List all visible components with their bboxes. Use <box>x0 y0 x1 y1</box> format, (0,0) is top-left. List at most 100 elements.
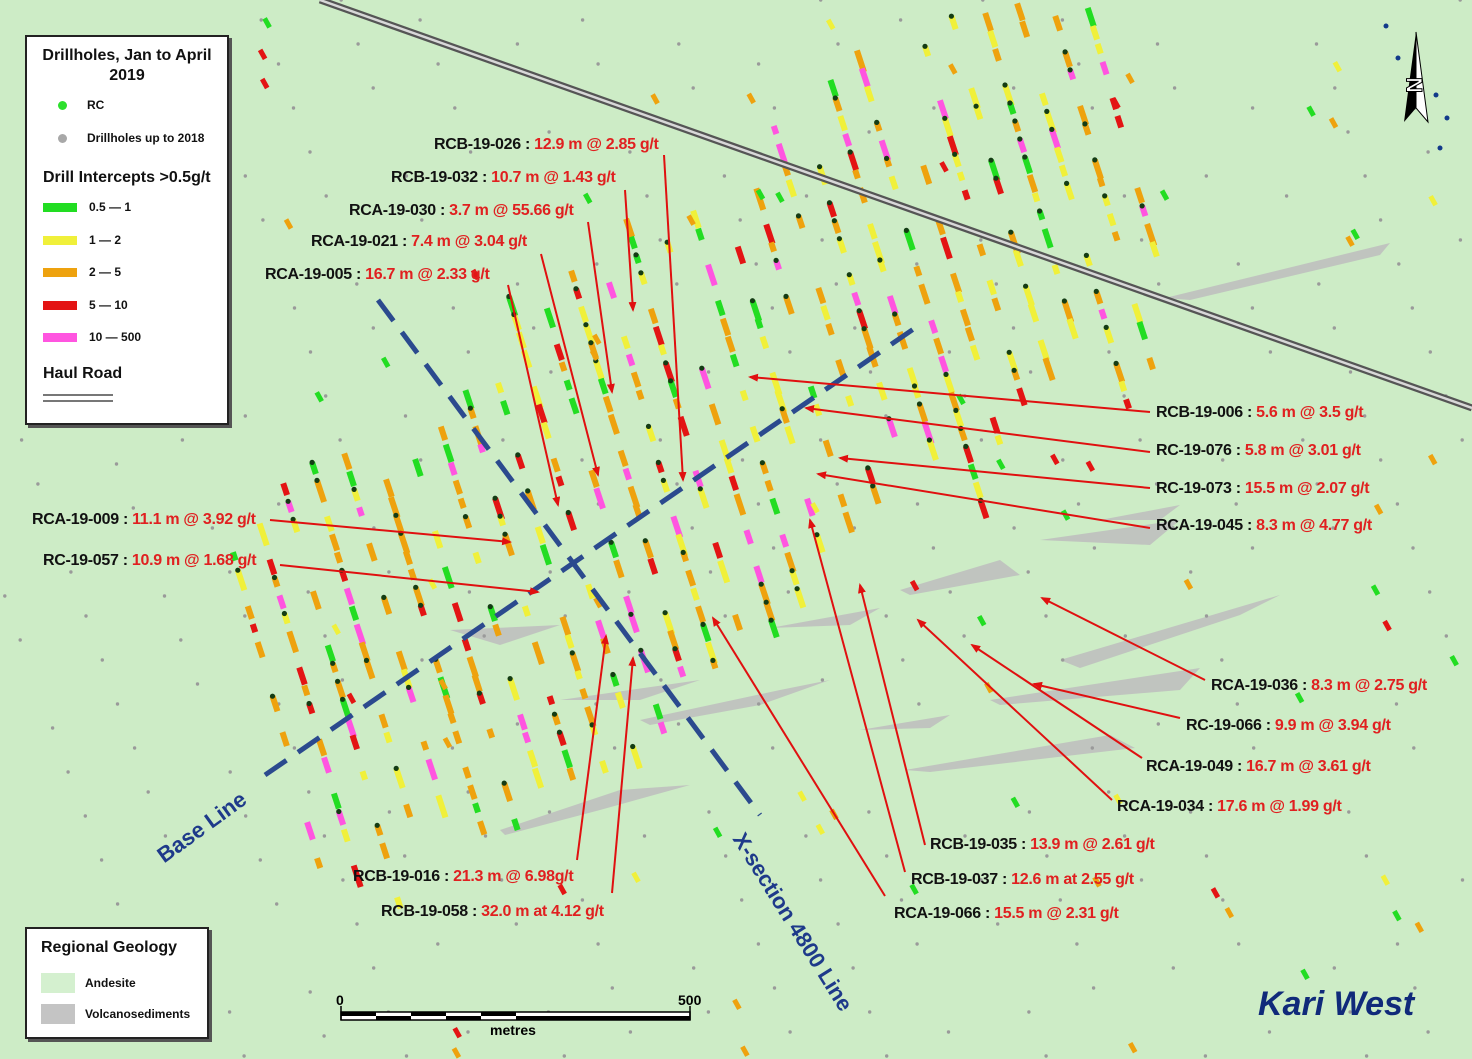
rc-collar-dot <box>336 808 342 815</box>
intercept-segment <box>698 367 712 390</box>
intercept-label[interactable]: RCA-19-036 : 8.3 m @ 2.75 g/t <box>1211 677 1427 694</box>
rc-collar-dot <box>768 617 774 623</box>
intercept-label[interactable]: RCB-19-032 : 10.7 m @ 1.43 g/t <box>391 169 616 186</box>
intercept-label[interactable]: RCB-19-058 : 32.0 m at 4.12 g/t <box>381 903 604 920</box>
old-drillhole-dot <box>84 614 88 618</box>
outlying-intercept <box>262 17 272 29</box>
intercept-segment <box>366 542 378 562</box>
intercept-segment <box>845 394 855 407</box>
rc-collar-dot <box>814 532 820 538</box>
rc-collar-dot <box>699 365 705 371</box>
intercept-segment <box>412 458 424 478</box>
outlying-intercept <box>1085 460 1095 472</box>
outlying-intercept <box>732 998 742 1011</box>
intercept-segment <box>1136 320 1148 341</box>
intercept-label[interactable]: RCB-19-026 : 12.9 m @ 2.85 g/t <box>434 136 659 153</box>
intercept-label[interactable]: RCA-19-045 : 8.3 m @ 4.77 g/t <box>1156 517 1372 534</box>
hole-id: RCA-19-009 <box>32 511 119 528</box>
intercept-segment <box>1149 240 1160 258</box>
intercept-segment <box>804 497 816 517</box>
outlying-intercept <box>775 191 785 204</box>
intercept-segment <box>566 767 577 781</box>
intercept-segment <box>863 85 875 103</box>
intercept-label[interactable]: RCB-19-037 : 12.6 m at 2.55 g/t <box>911 871 1134 888</box>
old-drillhole-dot <box>1252 746 1256 750</box>
old-drillhole-dot <box>308 150 312 154</box>
intercept-label[interactable]: RCB-19-016 : 21.3 m @ 6.98g/t <box>353 868 574 885</box>
intercept-segment <box>316 738 328 757</box>
rc-collar-dot <box>628 611 634 617</box>
old-drillhole-dot <box>404 1054 409 1058</box>
rc-collar-dot <box>1017 136 1023 142</box>
old-drillhole-dot <box>436 942 440 946</box>
outlying-intercept <box>977 614 987 627</box>
old-drillhole-dot <box>675 482 679 486</box>
intercept-label[interactable]: RCB-19-006 : 5.6 m @ 3.5 g/t <box>1156 404 1364 421</box>
intercept-segment <box>992 48 1002 62</box>
legend-intercept-label: 5 — 10 <box>89 298 128 312</box>
intercept-segment <box>477 820 488 836</box>
intercept-segment <box>379 842 390 860</box>
outlying-intercept <box>650 93 660 105</box>
intercept-segment <box>1031 192 1041 203</box>
intercept-label[interactable]: RCA-19-066 : 15.5 m @ 2.31 g/t <box>894 905 1119 922</box>
old-drillhole-dot <box>1203 1054 1208 1058</box>
intercept-segment <box>1022 285 1035 307</box>
geology-item-label: Volcanosediments <box>85 1007 191 1021</box>
intercept-label[interactable]: RCA-19-005 : 16.7 m @ 2.33 g/t <box>265 266 490 283</box>
intercept-label[interactable]: RCA-19-030 : 3.7 m @ 55.66 g/t <box>349 202 574 219</box>
old-drillhole-dot <box>1204 174 1209 178</box>
intercept-segment <box>1037 339 1050 362</box>
intercept-label[interactable]: RC-19-057 : 10.9 m @ 1.68 g/t <box>43 552 257 569</box>
intercept-segment <box>425 758 438 781</box>
label-arrow <box>1040 597 1206 681</box>
label-arrow <box>916 618 1113 801</box>
old-drillhole-dot <box>306 590 310 594</box>
intercept-label[interactable]: RCA-19-034 : 17.6 m @ 1.99 g/t <box>1117 798 1342 815</box>
intercept-swatch-icon <box>43 267 77 277</box>
outlying-intercept <box>1392 909 1402 922</box>
intercept-segment <box>256 522 270 547</box>
intercept-segment <box>886 295 899 315</box>
rc-collar-dot <box>393 512 399 518</box>
outlying-intercept <box>451 1047 462 1059</box>
intercept-segment <box>827 79 839 98</box>
intercept-label[interactable]: RCB-19-035 : 13.9 m @ 2.61 g/t <box>930 836 1155 853</box>
intercept-segment <box>477 443 486 454</box>
old-drillhole-dot <box>915 502 920 506</box>
intercept-label[interactable]: RCA-19-009 : 11.1 m @ 3.92 g/t <box>32 511 256 528</box>
old-drillhole-dot <box>1061 458 1065 462</box>
old-drillhole-dot <box>1234 502 1238 506</box>
intercept-segment <box>1026 174 1039 194</box>
intercept-segment <box>1096 176 1106 188</box>
old-drillhole-dot <box>323 634 327 638</box>
intercept-segment <box>614 691 626 709</box>
rc-collar-dot <box>285 498 291 504</box>
intercept-segment <box>397 532 411 555</box>
rc-collar-dot <box>794 586 800 592</box>
old-drillhole-dot <box>899 898 904 902</box>
intercept-segment <box>779 533 790 548</box>
rc-collar-dot <box>630 743 636 750</box>
old-drillhole-dot <box>884 414 888 418</box>
old-drillhole-dot <box>1317 282 1321 286</box>
intercept-label[interactable]: RC-19-073 : 15.5 m @ 2.07 g/t <box>1156 480 1370 497</box>
rc-collar-dot <box>551 711 558 717</box>
intercept-segment <box>825 322 835 336</box>
rc-collar-dot <box>309 459 315 465</box>
old-drillhole-dot <box>1171 526 1175 530</box>
intercept-label[interactable]: RCA-19-049 : 16.7 m @ 3.61 g/t <box>1146 758 1371 775</box>
volcanosediment-lens <box>1100 505 1180 520</box>
old-drillhole-dot <box>1156 722 1161 726</box>
hole-id: RCA-19-034 <box>1117 798 1204 815</box>
intercept-segment <box>1089 24 1100 41</box>
intercept-label[interactable]: RCA-19-021 : 7.4 m @ 3.04 g/t <box>311 233 527 250</box>
old-drillhole-dot <box>659 678 663 682</box>
volcanosediment-lens <box>900 560 1020 595</box>
intercept-label[interactable]: RC-19-066 : 9.9 m @ 3.94 g/t <box>1186 717 1391 734</box>
intercept-label[interactable]: RC-19-076 : 5.8 m @ 3.01 g/t <box>1156 442 1361 459</box>
outlying-intercept <box>1113 793 1123 806</box>
intercept-segment <box>593 487 606 510</box>
old-drillhole-dot <box>18 638 22 642</box>
